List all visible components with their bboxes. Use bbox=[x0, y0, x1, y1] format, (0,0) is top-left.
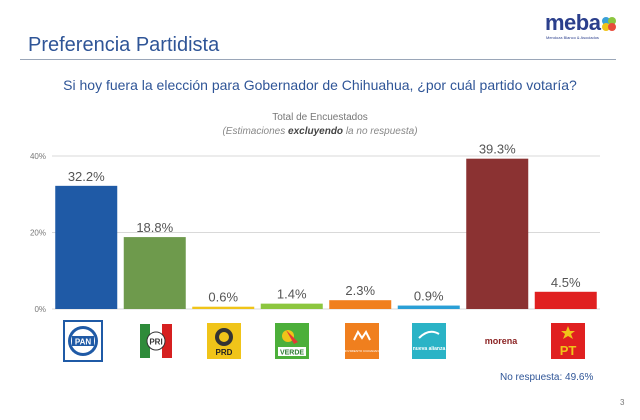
page-title: Preferencia Partidista bbox=[28, 34, 220, 56]
pri-logo-icon: PRI bbox=[140, 324, 172, 358]
bar-pan bbox=[55, 185, 118, 309]
bar-value-label: 4.5% bbox=[551, 275, 581, 290]
chart-note: (Estimaciones excluyendo la no respuesta… bbox=[0, 126, 640, 137]
logo-subtitle: Mendoza Blanco & Asociados bbox=[546, 35, 599, 40]
bar-value-label: 18.8% bbox=[136, 220, 173, 235]
chart-note-pre: (Estimaciones bbox=[222, 126, 289, 137]
y-tick-label: 40% bbox=[30, 152, 46, 161]
morena-logo-icon: morena bbox=[485, 336, 519, 346]
bar-chart: 0% 20% 40% 32.2% 18.8% 0.6% 1.4% 2.3% 0.9% 39.3% 4… bbox=[30, 142, 600, 314]
pt-logo-text: PT bbox=[560, 343, 577, 358]
mc-logo-icon: MOVIMIENTO CIUDADANO bbox=[343, 323, 382, 359]
bar-value-label: 39.3% bbox=[479, 142, 516, 157]
meba-logo: meba Mendoza Blanco & Asociados bbox=[545, 10, 625, 44]
bar-mc bbox=[329, 300, 392, 309]
chart-subtitle: Total de Encuestados bbox=[272, 112, 368, 123]
bar-verde bbox=[260, 303, 323, 309]
logo-dots-icon bbox=[602, 17, 616, 31]
pan-logo-text: PAN bbox=[75, 338, 92, 347]
header-divider bbox=[20, 59, 616, 60]
chart-note-post: la no respuesta) bbox=[343, 126, 418, 137]
bar-pri bbox=[123, 237, 186, 309]
pri-logo-text: PRI bbox=[149, 338, 162, 347]
bar-value-label: 2.3% bbox=[345, 283, 375, 298]
verde-logo-text: VERDE bbox=[280, 350, 304, 357]
bar-nueva-alianza bbox=[397, 305, 460, 309]
pan-logo-icon: PAN bbox=[63, 320, 103, 362]
pt-logo-icon: PT bbox=[551, 323, 585, 359]
bar-pt bbox=[534, 291, 597, 309]
no-response-note: No respuesta: 49.6% bbox=[500, 372, 594, 383]
prd-logo-text: PRD bbox=[216, 348, 233, 357]
bar-prd bbox=[192, 306, 255, 309]
verde-logo-icon: VERDE bbox=[275, 323, 309, 359]
bar-value-label: 32.2% bbox=[68, 169, 105, 184]
morena-logo-text: morena bbox=[485, 336, 519, 346]
survey-question: Si hoy fuera la elección para Gobernador… bbox=[63, 77, 577, 93]
bar-value-label: 0.6% bbox=[208, 290, 238, 305]
bar-morena bbox=[466, 158, 529, 309]
y-tick-label: 0% bbox=[34, 305, 46, 314]
party-logos-row: PAN PRI PRD VERDE bbox=[0, 320, 640, 368]
y-tick-label: 20% bbox=[30, 229, 46, 238]
nueva-alianza-logo-text: nueva alianza bbox=[413, 346, 446, 352]
mc-logo-text: MOVIMIENTO CIUDADANO bbox=[343, 349, 382, 353]
page-number: 3 bbox=[620, 398, 625, 407]
logo-wordmark: meba bbox=[545, 10, 601, 35]
bar-value-label: 1.4% bbox=[277, 287, 307, 302]
bar-value-label: 0.9% bbox=[414, 289, 444, 304]
chart-note-bold: excluyendo bbox=[288, 126, 344, 137]
prd-logo-icon: PRD bbox=[207, 323, 241, 359]
nueva-alianza-logo-icon: nueva alianza bbox=[412, 323, 446, 359]
